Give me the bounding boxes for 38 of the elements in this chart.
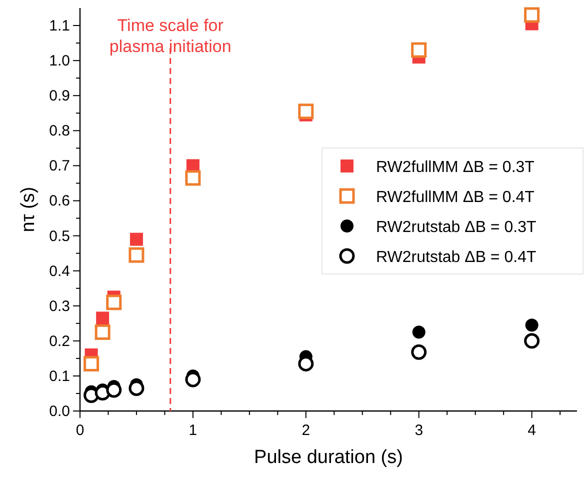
y-tick-label: 0.4 [49, 262, 70, 280]
legend-label: RW2fullMM ΔB = 0.3T [376, 159, 535, 176]
x-tick-label: 4 [528, 422, 536, 439]
y-tick-label: 1.1 [49, 18, 70, 35]
y-axis-title: nτ (s) [18, 186, 39, 232]
y-tick-label: 0.9 [49, 88, 70, 105]
x-axis-title: Pulse duration (s) [254, 447, 403, 468]
ref-line-label: Time scale for plasma initiation [109, 16, 232, 56]
point [524, 333, 540, 349]
point [130, 232, 143, 246]
legend-label: RW2rutstab ΔB = 0.3T [376, 219, 536, 236]
x-tick-label: 1 [188, 422, 198, 439]
y-tick-label: 1.0 [49, 52, 70, 70]
point [94, 324, 110, 340]
point [411, 344, 427, 360]
point [411, 42, 427, 58]
y-tick-label: 0.0 [49, 403, 70, 420]
y-tick-label: 0.3 [49, 298, 70, 315]
x-tick-label: 0 [76, 422, 84, 439]
point [84, 356, 100, 372]
point [96, 312, 110, 325]
point [525, 318, 538, 332]
y-tick-label: 0.2 [49, 332, 70, 350]
point [128, 247, 144, 263]
y-tick-label: 0.7 [49, 158, 70, 175]
y-tick-label: 0.1 [49, 368, 70, 385]
point [106, 294, 122, 310]
y-tick-label: 0.5 [49, 228, 70, 245]
y-tick-label: 0.8 [49, 122, 70, 140]
point [412, 326, 426, 339]
legend-label: RW2rutstab ΔB = 0.4T [376, 249, 536, 266]
point [298, 104, 314, 120]
point [185, 170, 201, 186]
x-tick-label: 3 [414, 422, 424, 439]
x-tick-label: 2 [302, 422, 310, 439]
point [524, 7, 540, 23]
y-tick-label: 0.6 [49, 192, 70, 210]
legend-label: RW2fullMM ΔB = 0.4T [376, 189, 535, 206]
